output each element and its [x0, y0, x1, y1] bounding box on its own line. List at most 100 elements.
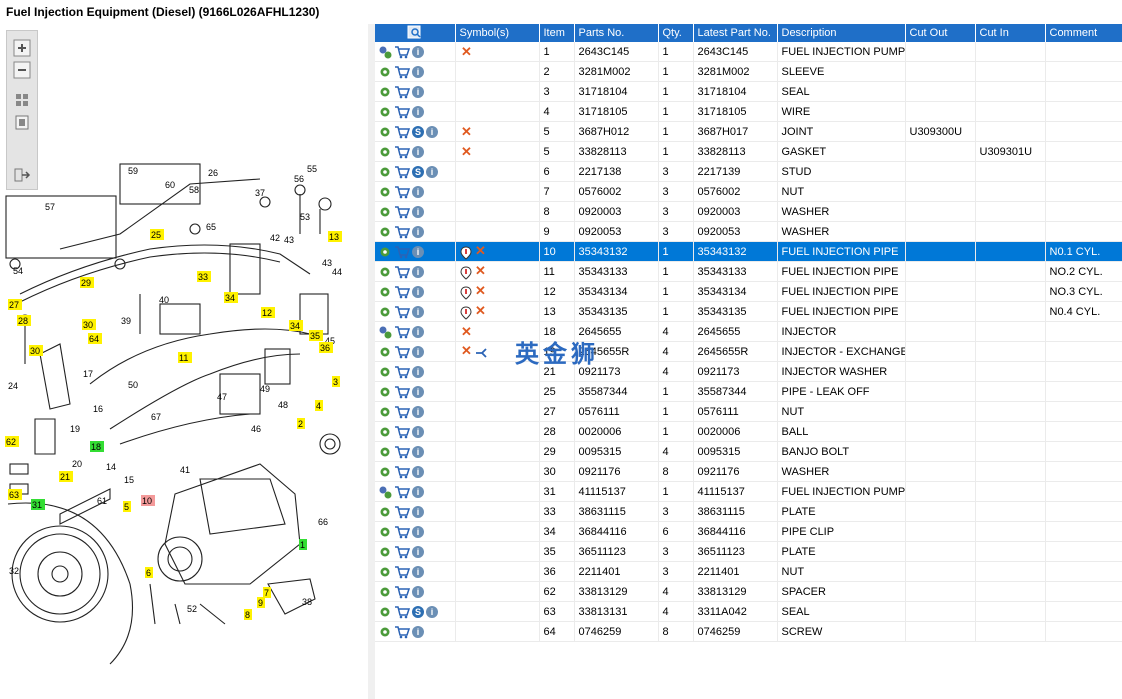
info-icon[interactable]: i — [412, 225, 424, 238]
panel-splitter[interactable] — [368, 24, 375, 699]
table-row[interactable]: i 25 35587344 1 35587344 PIPE - LEAK OFF — [375, 381, 1122, 402]
cart-icon[interactable] — [394, 285, 410, 299]
column-header-symbols[interactable]: Symbol(s) — [455, 24, 540, 42]
info-icon[interactable]: i — [412, 445, 424, 458]
gear-icon[interactable] — [378, 525, 392, 539]
cart-icon[interactable] — [394, 365, 410, 379]
column-header-cut-out[interactable]: Cut Out — [905, 24, 976, 42]
not-available-icon[interactable]: ✕ — [461, 123, 472, 139]
supersession-icon[interactable]: S — [412, 605, 424, 618]
info-icon[interactable]: i — [426, 125, 438, 138]
callout-7[interactable]: 7 — [263, 587, 271, 598]
gear-icon[interactable] — [378, 245, 392, 259]
zoom-in-button[interactable] — [12, 39, 32, 57]
cart-icon[interactable] — [394, 205, 410, 219]
table-row[interactable]: i ✕ 12 35343134 1 35343134 FUEL INJECTION PIPE… — [375, 281, 1122, 302]
cart-icon[interactable] — [394, 385, 410, 399]
table-row[interactable]: i ✕ 13 35343135 1 35343135 FUEL INJECTION PIPE… — [375, 301, 1122, 322]
column-header-cut-in[interactable]: Cut In — [975, 24, 1046, 42]
callout-18[interactable]: 18 — [90, 441, 104, 452]
gear-icon[interactable] — [378, 305, 392, 319]
cart-icon[interactable] — [394, 545, 410, 559]
info-icon[interactable]: i — [412, 625, 424, 638]
cart-icon[interactable] — [394, 585, 410, 599]
table-row[interactable]: i 4 31718105 1 31718105 WIRE — [375, 101, 1122, 122]
info-icon[interactable]: i — [412, 465, 424, 478]
note-pin-icon[interactable] — [459, 246, 472, 260]
supersession-icon[interactable]: S — [412, 165, 424, 178]
info-icon[interactable]: i — [412, 185, 424, 198]
export-button[interactable] — [12, 166, 32, 184]
gear-icon[interactable] — [378, 405, 392, 419]
info-icon[interactable]: i — [412, 305, 424, 318]
cart-icon[interactable] — [394, 45, 410, 59]
cart-icon[interactable] — [394, 85, 410, 99]
callout-5[interactable]: 5 — [123, 501, 131, 512]
table-row[interactable]: i 30 0921176 8 0921176 WASHER — [375, 461, 1122, 482]
info-icon[interactable]: i — [412, 285, 424, 298]
info-icon[interactable]: i — [412, 425, 424, 438]
table-row[interactable]: i 34 36844116 6 36844116 PIPE CLIP — [375, 521, 1122, 542]
gear-icon[interactable] — [378, 345, 392, 359]
callout-1[interactable]: 1 — [299, 539, 307, 550]
gear-icon[interactable] — [378, 225, 392, 239]
callout-9[interactable]: 9 — [257, 597, 265, 608]
callout-30[interactable]: 30 — [82, 319, 96, 330]
info-icon[interactable]: i — [412, 85, 424, 98]
info-icon[interactable]: i — [412, 565, 424, 578]
table-row[interactable]: i 36 2211401 3 2211401 NUT — [375, 561, 1122, 582]
gear-icon[interactable] — [378, 85, 392, 99]
gear-icon[interactable] — [378, 165, 392, 179]
table-row[interactable]: i ✕ 5 33828113 1 33828113 GASKET U309301U — [375, 141, 1122, 162]
callout-64[interactable]: 64 — [88, 333, 102, 344]
table-row[interactable]: i 64 0746259 8 0746259 SCREW — [375, 621, 1122, 642]
column-header-item[interactable]: Item — [539, 24, 575, 42]
actual-size-button[interactable] — [12, 114, 32, 132]
callout-34[interactable]: 34 — [289, 320, 303, 331]
table-row[interactable]: i 3 31718104 1 31718104 SEAL — [375, 81, 1122, 102]
info-icon[interactable]: i — [412, 385, 424, 398]
cart-icon[interactable] — [394, 505, 410, 519]
callout-4[interactable]: 4 — [315, 400, 323, 411]
table-row[interactable]: i ✕ 18 2645655 4 2645655 INJECTOR — [375, 321, 1122, 342]
info-icon[interactable]: i — [412, 65, 424, 78]
callout-28[interactable]: 28 — [17, 315, 31, 326]
callout-25[interactable]: 25 — [150, 229, 164, 240]
not-available-icon[interactable]: ✕ — [461, 343, 472, 359]
not-available-icon[interactable]: ✕ — [475, 303, 486, 319]
info-icon[interactable]: i — [412, 245, 424, 258]
callout-29[interactable]: 29 — [80, 277, 94, 288]
callout-63[interactable]: 63 — [8, 489, 22, 500]
zoom-out-button[interactable] — [12, 61, 32, 79]
not-available-icon[interactable]: ✕ — [475, 283, 486, 299]
assembly-gear-icon[interactable] — [378, 45, 392, 59]
callout-13[interactable]: 13 — [328, 231, 342, 242]
table-row[interactable]: i 9 0920053 3 0920053 WASHER — [375, 221, 1122, 242]
table-row[interactable]: i 2 3281M002 1 3281M002 SLEEVE — [375, 61, 1122, 82]
gear-icon[interactable] — [378, 605, 392, 619]
info-icon[interactable]: i — [412, 45, 424, 58]
not-available-icon[interactable]: ✕ — [461, 323, 472, 339]
gear-icon[interactable] — [378, 365, 392, 379]
assembly-gear-icon[interactable] — [378, 485, 392, 499]
callout-35[interactable]: 35 — [309, 330, 323, 341]
gear-icon[interactable] — [378, 205, 392, 219]
table-row[interactable]: i 7 0576002 3 0576002 NUT — [375, 181, 1122, 202]
gear-icon[interactable] — [378, 445, 392, 459]
info-icon[interactable]: i — [412, 485, 424, 498]
gear-icon[interactable] — [378, 185, 392, 199]
table-row[interactable]: i 29 0095315 4 0095315 BANJO BOLT — [375, 441, 1122, 462]
column-header-icons[interactable] — [375, 24, 456, 42]
note-pin-icon[interactable] — [459, 306, 472, 320]
cart-icon[interactable] — [394, 325, 410, 339]
info-icon[interactable]: i — [412, 325, 424, 338]
callout-36[interactable]: 36 — [319, 342, 333, 353]
cart-icon[interactable] — [394, 225, 410, 239]
table-row[interactable]: i ✕ 10 35343132 1 35343132 FUEL INJECTION PIPE… — [375, 241, 1122, 262]
assembly-gear-icon[interactable] — [378, 325, 392, 339]
table-row[interactable]: i 35 36511123 3 36511123 PLATE — [375, 541, 1122, 562]
gear-icon[interactable] — [378, 465, 392, 479]
cart-icon[interactable] — [394, 65, 410, 79]
